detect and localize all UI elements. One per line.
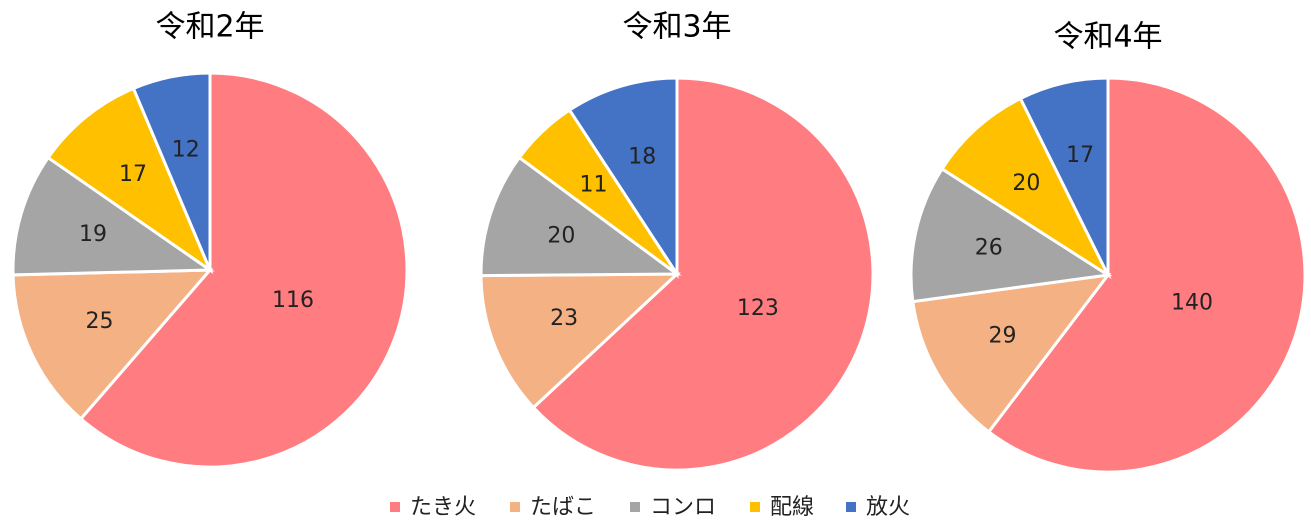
value-label: 116 [272, 288, 314, 313]
value-label: 18 [628, 145, 656, 170]
legend-label: たばこ [530, 495, 596, 520]
legend-swatch [846, 502, 856, 512]
value-label: 140 [1171, 290, 1213, 315]
legend-label: 配線 [770, 495, 814, 520]
value-label: 20 [547, 223, 575, 248]
value-label: 29 [989, 324, 1017, 349]
value-label: 19 [79, 222, 107, 247]
legend-swatch [390, 502, 400, 512]
value-label: 20 [1012, 171, 1040, 196]
value-label: 23 [550, 306, 578, 331]
value-label: 17 [119, 162, 147, 187]
chart-title: 令和2年 [155, 10, 264, 45]
value-label: 25 [86, 309, 114, 334]
chart: 令和2年11625191712令和3年12323201118令和4年140292… [0, 0, 1311, 524]
legend-label: たき火 [410, 495, 476, 520]
legend-swatch [510, 502, 520, 512]
chart-title: 令和4年 [1053, 20, 1162, 55]
legend-swatch [630, 502, 640, 512]
value-label: 26 [975, 236, 1003, 261]
value-label: 12 [172, 137, 200, 162]
value-label: 17 [1066, 143, 1094, 168]
value-label: 123 [737, 296, 779, 321]
legend-label: 放火 [866, 495, 910, 520]
value-label: 11 [580, 173, 608, 198]
legend-label: コンロ [650, 495, 716, 520]
chart-title: 令和3年 [622, 10, 731, 45]
legend-swatch [750, 502, 760, 512]
